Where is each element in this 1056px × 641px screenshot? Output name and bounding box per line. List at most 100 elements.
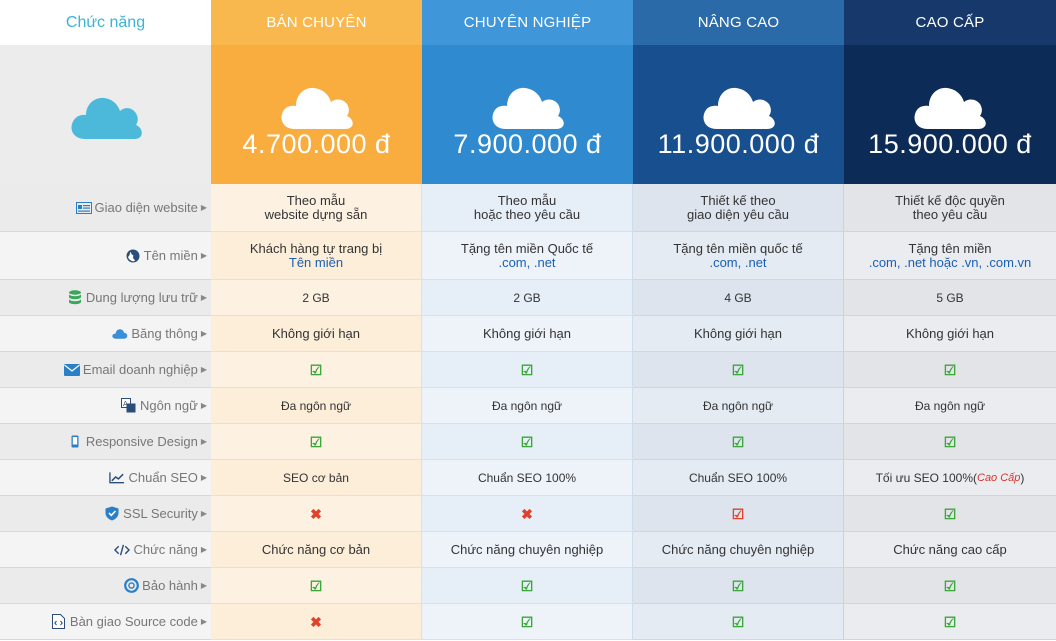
feature-label-dung-luong[interactable]: Dung lượng lưu trữ ▶ xyxy=(0,280,211,316)
language-icon: A xyxy=(121,398,137,413)
plan-cell: ☑ xyxy=(633,352,844,388)
check-icon: ☑ xyxy=(520,577,534,594)
feature-label-ssl[interactable]: SSL Security ▶ xyxy=(0,496,211,532)
plan-cell: Đa ngôn ngữ xyxy=(211,388,422,424)
plan-cell: Theo mẫu hoặc theo yêu cầu xyxy=(422,184,633,232)
caret-right-icon: ▶ xyxy=(200,202,207,212)
database-icon xyxy=(67,290,83,305)
cell-line: .com, .net xyxy=(498,254,556,270)
check-icon: ☑ xyxy=(731,361,745,378)
feature-label-text: Email doanh nghiệp xyxy=(82,361,198,377)
plan-cell: Không giới hạn xyxy=(633,316,844,352)
caret-right-icon: ▶ xyxy=(200,250,207,260)
envelope-icon xyxy=(63,363,80,377)
cross-icon: ✖ xyxy=(310,613,322,630)
plan-cell: Khách hàng tự trang bị Tên miền xyxy=(211,232,422,280)
plan-cell: ☑ xyxy=(844,352,1056,388)
check-icon: ☑ xyxy=(520,613,534,630)
file-code-icon xyxy=(51,614,67,629)
plan-cell: Chức năng cao cấp xyxy=(844,532,1056,568)
feature-label-chuc-nang[interactable]: Chức năng ▶ xyxy=(0,532,211,568)
plan-cell: Chức năng chuyên nghiệp xyxy=(633,532,844,568)
plan-cell: Tặng tên miền Quốc tế .com, .net xyxy=(422,232,633,280)
plan-cell: Đa ngôn ngữ xyxy=(422,388,633,424)
feature-label-giao-dien[interactable]: Giao diện website ▶ xyxy=(0,184,211,232)
feature-label-text: Bảo hành xyxy=(142,577,198,593)
mobile-icon xyxy=(67,435,83,449)
feature-label-bang-thong[interactable]: Băng thông ▶ xyxy=(0,316,211,352)
plan-cell: ☑ xyxy=(211,424,422,460)
feature-label-text: Giao diện website xyxy=(94,199,198,215)
caret-right-icon: ▶ xyxy=(200,616,207,626)
plan-cell: Không giới hạn xyxy=(211,316,422,352)
cell-line: Tặng tên miền xyxy=(908,240,992,256)
plan-cell: ☑ xyxy=(422,424,633,460)
feature-label-text: Chức năng xyxy=(133,541,198,557)
check-icon: ☑ xyxy=(731,433,745,450)
cell-line: Tặng tên miền Quốc tế xyxy=(460,240,594,256)
plan-cell: SEO cơ bản xyxy=(211,460,422,496)
plan-cell: Tặng tên miền quốc tế .com, .net xyxy=(633,232,844,280)
feature-column-header: Chức năng xyxy=(0,0,211,45)
caret-right-icon: ▶ xyxy=(200,436,207,446)
plan-cell: Chuẩn SEO 100% xyxy=(422,460,633,496)
check-icon: ☑ xyxy=(943,613,957,630)
plan-name-ban-chuyen: BÁN CHUYÊN xyxy=(211,0,422,45)
plan-cell: Theo mẫu website dựng sẵn xyxy=(211,184,422,232)
feature-label-responsive[interactable]: Responsive Design ▶ xyxy=(0,424,211,460)
feature-label-chuan-seo[interactable]: Chuẩn SEO ▶ xyxy=(0,460,211,496)
plan-cell: Chức năng chuyên nghiệp xyxy=(422,532,633,568)
plan-cell: 5 GB xyxy=(844,280,1056,316)
cell-line: Thiết kế theo xyxy=(700,192,776,208)
feature-label-text: Responsive Design xyxy=(85,433,198,449)
plan-cell: ☑ xyxy=(844,496,1056,532)
check-icon: ☑ xyxy=(731,577,745,594)
plan-price-cell-2: 7.900.000 đ xyxy=(422,45,633,184)
plan-price-cell-1: 4.700.000 đ xyxy=(211,45,422,184)
check-icon: ☑ xyxy=(943,577,957,594)
feature-label-email[interactable]: Email doanh nghiệp ▶ xyxy=(0,352,211,388)
code-icon xyxy=(114,543,131,557)
check-icon: ☑ xyxy=(943,361,957,378)
feature-label-bao-hanh[interactable]: Bảo hành ▶ xyxy=(0,568,211,604)
plan-cell: Đa ngôn ngữ xyxy=(633,388,844,424)
cloud-icon xyxy=(492,87,564,129)
plan-cell: ✖ xyxy=(211,604,422,640)
feature-label-ngon-ngu[interactable]: A Ngôn ngữ ▶ xyxy=(0,388,211,424)
check-icon: ☑ xyxy=(943,505,957,522)
chart-line-icon xyxy=(109,471,125,485)
cloud-icon xyxy=(112,327,128,341)
paren-close: ) xyxy=(1020,470,1025,485)
feature-label-ten-mien[interactable]: Tên miền ▶ xyxy=(0,232,211,280)
check-icon: ☑ xyxy=(309,361,323,378)
plan-cell: ☑ xyxy=(211,568,422,604)
feature-label-text: Dung lượng lưu trữ xyxy=(85,289,198,305)
check-icon: ☑ xyxy=(309,577,323,594)
cell-text: Tối ưu SEO 100% xyxy=(875,470,973,485)
plan-cell: Chức năng cơ bản xyxy=(211,532,422,568)
plan-cell: ✖ xyxy=(422,496,633,532)
cell-line: Khách hàng tự trang bị xyxy=(249,240,383,256)
cloud-icon xyxy=(703,87,775,129)
caret-right-icon: ▶ xyxy=(200,580,207,590)
cross-icon: ✖ xyxy=(521,505,533,522)
cell-line: Thiết kế độc quyền xyxy=(895,192,1005,208)
plan-price: 4.700.000 đ xyxy=(242,128,391,159)
premium-tag: Cao Cấp xyxy=(977,471,1021,484)
caret-right-icon: ▶ xyxy=(200,508,207,518)
plan-price: 11.900.000 đ xyxy=(657,128,820,159)
caret-right-icon: ▶ xyxy=(200,364,207,374)
plan-cell: ☑ xyxy=(422,568,633,604)
feature-label-source-code[interactable]: Bàn giao Source code ▶ xyxy=(0,604,211,640)
plan-name-chuyen-nghiep: CHUYÊN NGHIỆP xyxy=(422,0,633,45)
lifebuoy-icon xyxy=(123,578,139,593)
plan-cell: Không giới hạn xyxy=(422,316,633,352)
plan-cell: Chuẩn SEO 100% xyxy=(633,460,844,496)
plan-price-cell-3: 11.900.000 đ xyxy=(633,45,844,184)
plan-cell: Thiết kế độc quyền theo yêu cầu xyxy=(844,184,1056,232)
plan-cell: ☑ xyxy=(633,604,844,640)
cell-line: Tên miền xyxy=(288,254,344,270)
check-icon: ☑ xyxy=(309,433,323,450)
cell-line: theo yêu cầu xyxy=(912,206,988,222)
feature-label-text: Ngôn ngữ xyxy=(139,397,198,413)
